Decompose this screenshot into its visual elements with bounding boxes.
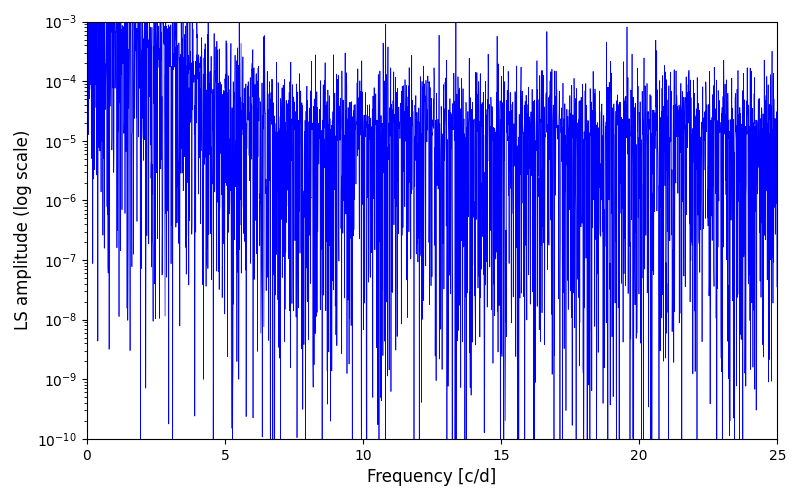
- Y-axis label: LS amplitude (log scale): LS amplitude (log scale): [14, 130, 32, 330]
- X-axis label: Frequency [c/d]: Frequency [c/d]: [367, 468, 497, 486]
